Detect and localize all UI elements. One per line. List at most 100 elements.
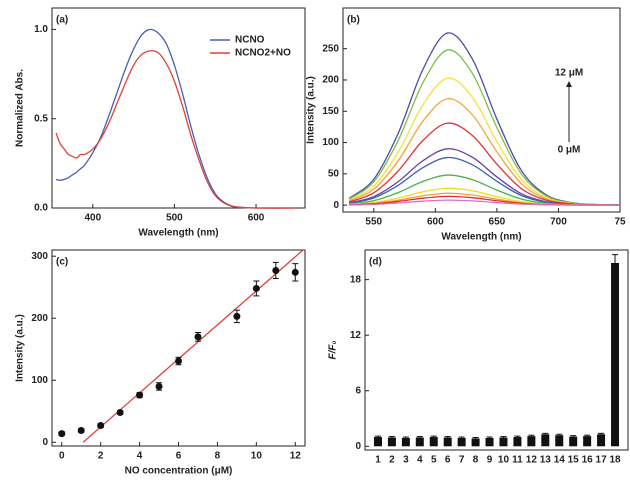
bar [373, 437, 382, 447]
panel-label: (d) [369, 257, 382, 268]
bar [471, 438, 480, 447]
y-tick-label: 200 [322, 75, 339, 86]
data-point [97, 422, 105, 430]
x-tick-label: 2 [98, 451, 104, 462]
x-tick-label: 3 [403, 455, 409, 466]
x-axis-label: NO concentration (μM) [125, 466, 233, 477]
fit-line [82, 249, 304, 443]
bar [555, 435, 564, 447]
bar [527, 436, 536, 447]
data-point [116, 409, 124, 417]
y-tick-label: 0.0 [34, 203, 48, 214]
bar [485, 437, 494, 447]
x-tick-label: 2 [389, 455, 395, 466]
spectrum-line [55, 50, 297, 209]
x-tick-label: 650 [489, 217, 506, 228]
data-point [175, 357, 182, 365]
y-tick-label: 50 [328, 168, 340, 179]
y-tick-label: 0 [333, 200, 339, 211]
annotation: 0 μM [558, 145, 581, 156]
y-tick-label: 100 [31, 375, 48, 386]
x-tick-label: 10 [498, 455, 510, 466]
y-tick-label: 200 [31, 313, 48, 324]
x-tick-label: 10 [251, 451, 263, 462]
x-tick-label: 4 [137, 451, 143, 462]
x-tick-label: 4 [417, 455, 423, 466]
legend-label: NCNO2+NO [235, 48, 291, 59]
plot-frame [364, 249, 629, 451]
x-tick-label: 16 [582, 455, 594, 466]
x-tick-label: 17 [596, 455, 608, 466]
x-tick-label: 8 [215, 451, 221, 462]
data-point [194, 333, 202, 341]
x-tick-label: 1 [375, 455, 381, 466]
spectrum-line [348, 122, 621, 206]
bar [583, 436, 592, 447]
x-tick-label: 9 [487, 455, 493, 466]
y-axis-label: F/F₀ [328, 340, 339, 359]
plot-frame [342, 7, 621, 213]
bar [611, 262, 620, 447]
panel-label: (c) [56, 257, 68, 268]
data-point [291, 268, 299, 276]
x-tick-label: 15 [568, 455, 580, 466]
panel-label: (a) [56, 15, 68, 26]
data-point [272, 266, 280, 274]
y-axis-label: Intensity (a.u.) [306, 76, 317, 144]
y-tick-label: 0 [42, 437, 48, 448]
y-tick-label: 12 [350, 330, 362, 341]
x-tick-label: 700 [550, 217, 567, 228]
y-axis-label: Intensity (a.u.) [15, 314, 26, 382]
y-tick-label: 300 [31, 251, 48, 262]
panel-label: (b) [347, 15, 360, 26]
y-tick-label: 0.5 [34, 113, 48, 124]
y-tick-label: 0 [355, 441, 361, 452]
x-tick-label: 5 [431, 455, 437, 466]
x-tick-label: 600 [427, 217, 444, 228]
data-point [136, 391, 144, 399]
data-point [233, 312, 241, 320]
y-tick-label: 100 [322, 137, 339, 148]
spectrum-line [349, 199, 621, 206]
plot-frame [51, 7, 306, 209]
x-tick-label: 75 [614, 217, 626, 228]
x-tick-label: 6 [445, 455, 451, 466]
y-tick-label: 1.0 [34, 24, 48, 35]
y-axis-label: Normalized Abs. [15, 69, 26, 147]
bar [513, 437, 522, 447]
plot-frame [51, 249, 306, 447]
x-tick-label: 600 [248, 213, 265, 224]
annotation: 12 μM [555, 68, 583, 79]
bar [415, 437, 424, 447]
y-tick-label: 150 [322, 106, 339, 117]
data-point [252, 284, 260, 292]
bar [387, 437, 396, 447]
x-tick-label: 11 [512, 455, 523, 466]
data-point [155, 382, 163, 390]
bar [541, 434, 550, 447]
spectrum-line [348, 77, 621, 206]
data-point [58, 430, 66, 438]
x-tick-label: 0 [59, 451, 65, 462]
y-tick-label: 6 [355, 385, 361, 396]
x-tick-label: 14 [554, 455, 566, 466]
bar [457, 437, 466, 447]
bar [401, 437, 410, 447]
x-tick-label: 18 [609, 455, 621, 466]
bar [499, 437, 508, 447]
data-point [77, 426, 85, 434]
x-tick-label: 13 [540, 455, 552, 466]
legend-label: NCNO [235, 35, 265, 46]
x-tick-label: 8 [473, 455, 479, 466]
x-tick-label: 12 [290, 451, 302, 462]
x-tick-label: 7 [459, 455, 465, 466]
x-tick-label: 400 [84, 213, 101, 224]
y-tick-label: 18 [350, 274, 362, 285]
x-tick-label: 12 [526, 455, 538, 466]
bar [429, 437, 438, 447]
bar [597, 434, 606, 447]
x-tick-label: 550 [365, 217, 382, 228]
x-axis-label: Wavelength (nm) [441, 232, 521, 243]
spectrum-line [55, 28, 297, 209]
